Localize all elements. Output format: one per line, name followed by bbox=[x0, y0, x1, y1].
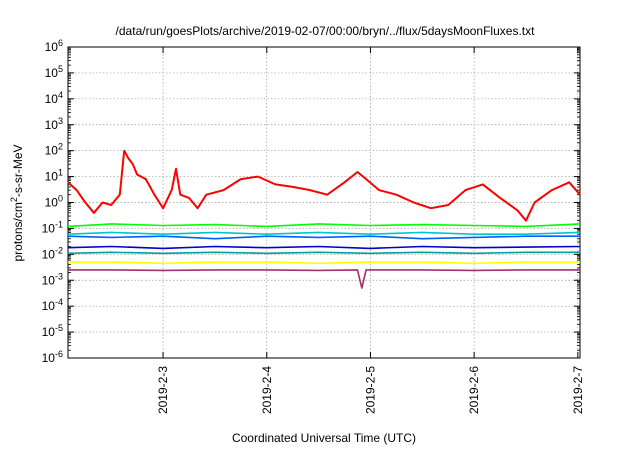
x-axis-label: Coordinated Universal Time (UTC) bbox=[232, 431, 416, 445]
x-tick-label: 2019-2-5 bbox=[363, 366, 377, 414]
y-tick-label-exponent: 3 bbox=[58, 116, 63, 126]
series-line bbox=[67, 149, 581, 222]
y-tick-label-base: 10 bbox=[45, 144, 59, 158]
y-tick-label: 105 bbox=[45, 64, 63, 80]
y-tick-label: 10-3 bbox=[42, 271, 63, 287]
y-tick-label: 101 bbox=[45, 168, 63, 184]
y-tick-label-base: 10 bbox=[45, 92, 59, 106]
y-tick-label-exponent: 1 bbox=[58, 168, 63, 178]
chart-title: /data/run/goesPlots/archive/2019-02-07/0… bbox=[116, 24, 536, 38]
grid-lines bbox=[68, 47, 580, 358]
y-axis-ticks: 10-610-510-410-310-210-11001011021031041… bbox=[42, 38, 580, 365]
series-line bbox=[68, 269, 580, 289]
y-tick-label: 10-1 bbox=[42, 219, 63, 235]
y-tick-label-base: 10 bbox=[45, 118, 59, 132]
y-tick-label: 106 bbox=[45, 38, 63, 54]
y-tick-label-base: 10 bbox=[42, 221, 56, 235]
x-tick-label: 2019-2-3 bbox=[156, 366, 170, 414]
y-axis-label-base: protons/cm bbox=[11, 202, 25, 261]
y-tick-label-exponent: 4 bbox=[58, 90, 63, 100]
y-tick-label-base: 10 bbox=[42, 351, 56, 365]
y-tick-label-exponent: -6 bbox=[55, 349, 63, 359]
y-tick-label-exponent: -4 bbox=[55, 297, 63, 307]
y-tick-label-base: 10 bbox=[45, 40, 59, 54]
y-tick-label-exponent: 5 bbox=[58, 64, 63, 74]
series-line bbox=[67, 223, 581, 228]
x-axis-ticks: 2019-2-3 2019-2-4 2019-2-5 2019-2-6 2019-2-7 bbox=[156, 47, 585, 414]
x-tick-label: 2019-2-7 bbox=[571, 366, 585, 414]
y-tick-label: 102 bbox=[45, 142, 63, 158]
y-tick-label-base: 10 bbox=[42, 325, 56, 339]
y-tick-label-base: 10 bbox=[42, 299, 56, 313]
series-line bbox=[67, 231, 581, 235]
series-line bbox=[68, 261, 580, 265]
x-tick-label: 2019-2-6 bbox=[467, 366, 481, 414]
y-tick-label-exponent: -3 bbox=[55, 271, 63, 281]
series-line bbox=[67, 235, 580, 240]
y-tick-label-exponent: -1 bbox=[55, 219, 63, 229]
series-line bbox=[67, 251, 580, 255]
y-tick-label-base: 10 bbox=[42, 273, 56, 287]
y-tick-label: 103 bbox=[45, 116, 63, 132]
series-line bbox=[67, 245, 581, 250]
y-tick-label: 100 bbox=[45, 194, 63, 210]
y-axis-label-rest: -s-sr-MeV bbox=[11, 144, 25, 197]
y-tick-label-base: 10 bbox=[45, 170, 59, 184]
y-tick-label-exponent: 6 bbox=[58, 38, 63, 48]
y-tick-label-base: 10 bbox=[42, 247, 56, 261]
y-tick-label-base: 10 bbox=[45, 66, 59, 80]
y-tick-label-exponent: -2 bbox=[55, 245, 63, 255]
y-axis-label: protons/cm2-s-sr-MeV bbox=[9, 144, 25, 261]
y-tick-label-exponent: 0 bbox=[58, 194, 63, 204]
series-lines bbox=[67, 149, 581, 289]
y-tick-label-exponent: -5 bbox=[55, 323, 63, 333]
y-tick-label: 104 bbox=[45, 90, 63, 106]
y-tick-label-exponent: 2 bbox=[58, 142, 63, 152]
x-tick-label: 2019-2-4 bbox=[260, 366, 274, 414]
y-tick-label: 10-6 bbox=[42, 349, 63, 365]
y-tick-label: 10-2 bbox=[42, 245, 63, 261]
y-tick-label-base: 10 bbox=[45, 196, 59, 210]
y-tick-label: 10-5 bbox=[42, 323, 63, 339]
y-tick-label: 10-4 bbox=[42, 297, 63, 313]
y-axis-label-sup: 2 bbox=[9, 197, 19, 202]
